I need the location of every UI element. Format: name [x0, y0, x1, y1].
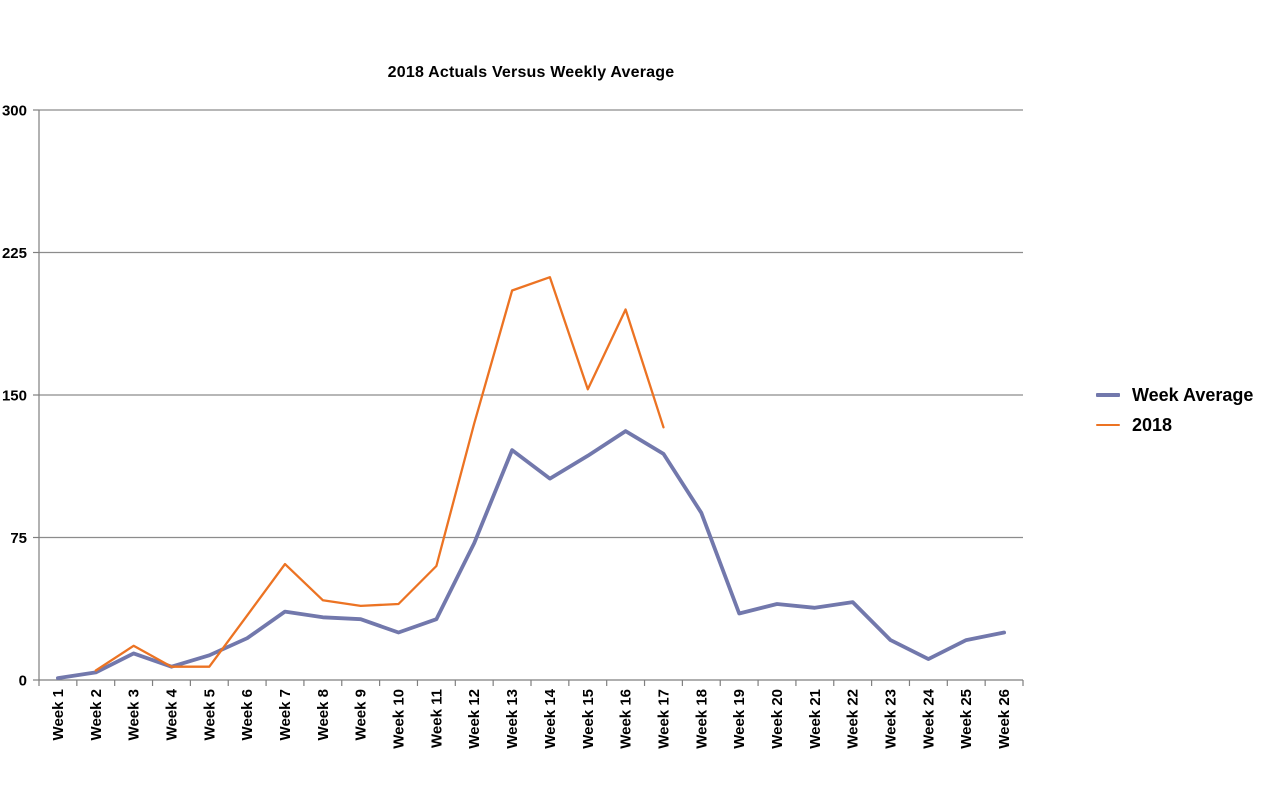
x-axis-label: Week 12	[466, 689, 483, 749]
x-axis-label: Week 17	[655, 689, 672, 749]
legend-label-2018: 2018	[1132, 414, 1173, 435]
series-line-2018	[94, 276, 665, 672]
x-axis-label: Week 24	[920, 688, 937, 748]
x-axis-label: Week 1	[50, 689, 67, 740]
x-axis-label: Week 18	[693, 689, 710, 749]
x-axis-label: Week 7	[277, 689, 294, 740]
y-axis-label: 150	[2, 388, 27, 405]
x-axis-label: Week 26	[996, 689, 1013, 749]
x-axis-label: Week 25	[958, 689, 975, 749]
legend-marker-2018-line	[1096, 423, 1120, 427]
x-axis-label: Week 3	[126, 689, 143, 740]
x-axis-label: Week 11	[428, 689, 445, 748]
chart-legend: Week Average 2018	[1096, 380, 1282, 440]
x-axis-label: Week 19	[731, 689, 748, 749]
series-line-week-average	[56, 429, 1006, 680]
x-axis-label: Week 21	[807, 689, 824, 749]
x-axis-label: Week 5	[201, 689, 218, 740]
y-axis-label: 0	[19, 673, 27, 690]
y-axis-label: 75	[10, 530, 27, 547]
legend-item-week-average: Week Average	[1096, 380, 1282, 410]
legend-item-2018: 2018	[1096, 410, 1282, 440]
x-axis-label: Week 9	[353, 689, 370, 740]
legend-marker-week-average-line	[1096, 393, 1120, 397]
x-axis-label: Week 22	[845, 689, 862, 749]
x-axis-label: Week 20	[769, 689, 786, 749]
y-axis-label: 225	[2, 245, 27, 262]
x-axis-label: Week 16	[618, 689, 635, 749]
legend-label-week-average: Week Average	[1132, 384, 1254, 405]
x-axis-label: Week 2	[88, 689, 105, 740]
y-axis-label: 300	[2, 103, 27, 120]
x-axis-label: Week 10	[391, 689, 408, 749]
x-axis-label: Week 14	[542, 688, 559, 748]
x-axis-label: Week 13	[504, 689, 521, 749]
x-axis-label: Week 15	[580, 689, 597, 749]
x-axis-label: Week 23	[883, 689, 900, 749]
x-axis-label: Week 4	[163, 688, 180, 740]
chart-title: 2018 Actuals Versus Weekly Average	[387, 64, 675, 81]
x-axis-label: Week 8	[315, 689, 332, 740]
x-axis-label: Week 6	[239, 689, 256, 740]
